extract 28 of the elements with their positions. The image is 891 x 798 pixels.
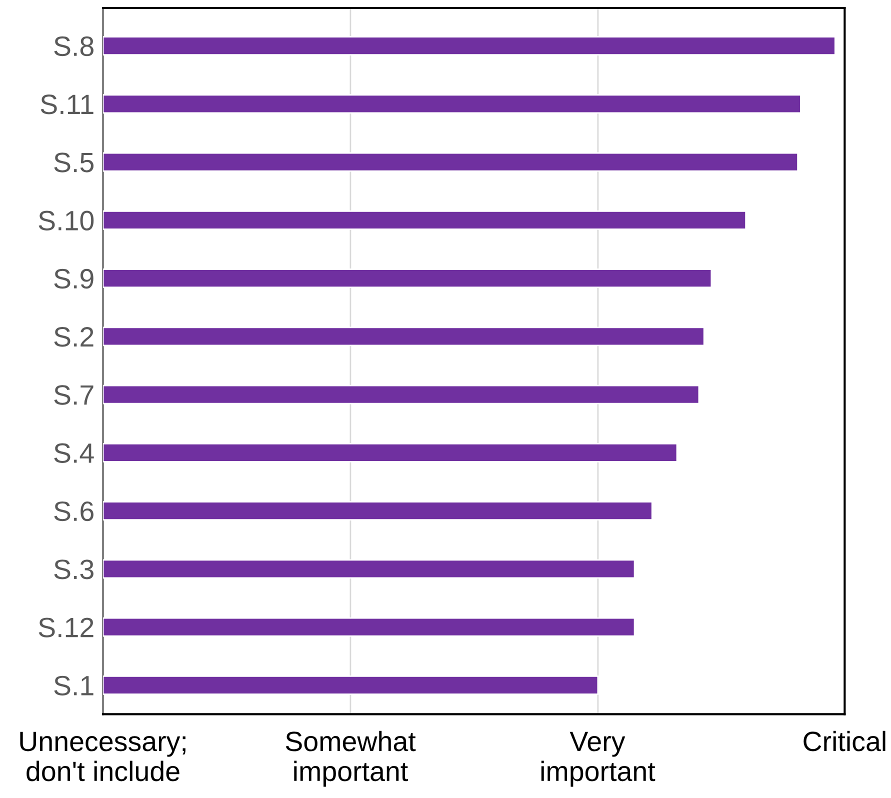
y-tick-label: S.4 bbox=[54, 443, 94, 463]
y-tick-label: S.2 bbox=[54, 327, 94, 347]
bar bbox=[103, 152, 799, 172]
bar bbox=[103, 442, 678, 462]
y-tick-label: S.3 bbox=[54, 560, 94, 580]
y-tick-label: S.5 bbox=[54, 152, 94, 172]
y-tick-label: S.11 bbox=[40, 94, 94, 114]
y-tick-label: S.9 bbox=[54, 268, 94, 289]
bar bbox=[103, 94, 802, 114]
y-tick-label: S.10 bbox=[38, 210, 94, 230]
bar bbox=[103, 268, 712, 288]
bar bbox=[103, 617, 636, 637]
bar bbox=[103, 675, 599, 695]
bar bbox=[103, 384, 700, 404]
y-tick-label: S.1 bbox=[54, 676, 94, 696]
text: Somewhat important bbox=[286, 730, 416, 787]
text: Unnecessary; don't include bbox=[20, 732, 186, 782]
bar bbox=[103, 210, 747, 230]
y-tick-label: S.7 bbox=[54, 385, 94, 405]
bar bbox=[103, 501, 653, 520]
y-tick-label: S.8 bbox=[54, 36, 94, 56]
text: Very important bbox=[541, 732, 656, 787]
bar bbox=[103, 36, 836, 56]
text: Critical bbox=[804, 730, 886, 752]
bar bbox=[103, 559, 636, 579]
bar bbox=[103, 326, 705, 346]
y-tick-label: S.12 bbox=[38, 618, 94, 638]
y-tick-label: S.6 bbox=[54, 501, 94, 522]
